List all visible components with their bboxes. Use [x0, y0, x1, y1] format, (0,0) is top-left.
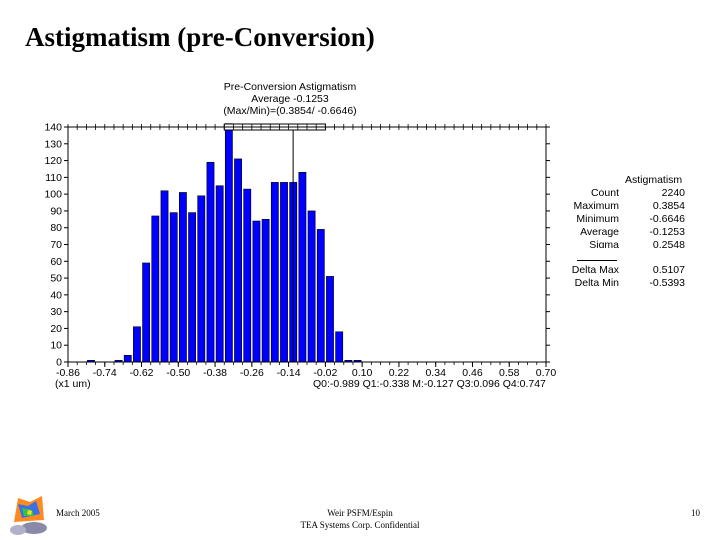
- histogram-bar: [169, 212, 178, 363]
- histogram-bar: [151, 215, 160, 363]
- histogram-bar: [261, 219, 270, 363]
- y-tick-label: 100: [44, 189, 62, 201]
- histogram-bar: [123, 354, 132, 363]
- x-tick-label: -0.62: [130, 367, 154, 379]
- page-number: 10: [691, 508, 700, 518]
- histogram-bar: [252, 220, 261, 363]
- y-tick-label: 40: [50, 289, 62, 301]
- histogram-bar: [234, 158, 242, 363]
- histogram-bar: [280, 182, 288, 363]
- footer-center-line2: TEA Systems Corp. Confidential: [300, 520, 420, 530]
- y-tick-label: 30: [50, 306, 62, 318]
- stat-row-count: Count 2240: [565, 187, 685, 199]
- histogram-bar: [335, 331, 344, 363]
- y-tick-label: 140: [44, 122, 62, 134]
- stat-value: -0.5393: [649, 277, 685, 289]
- histogram-bar: [243, 188, 252, 363]
- stat-value: 2240: [661, 187, 685, 199]
- y-tick-label: 130: [44, 138, 62, 150]
- histogram-bar: [326, 276, 334, 363]
- chart-axes: [67, 123, 547, 363]
- y-tick-label: 10: [50, 340, 62, 352]
- stat-row-delta-min: Delta Min -0.5393: [565, 277, 685, 289]
- histogram-bar: [215, 185, 224, 363]
- y-tick-label: 60: [50, 256, 62, 268]
- stat-value: -0.6646: [649, 213, 685, 225]
- histogram-bar: [224, 123, 233, 363]
- x-axis-label: (x1 um): [55, 378, 91, 390]
- stat-label: Sigma: [589, 239, 619, 248]
- chart-maxmin-label: (Max/Min)=(0.3854/ -0.6646): [223, 105, 357, 117]
- stat-label: Minimum: [576, 213, 619, 225]
- company-logo-icon: [10, 496, 47, 535]
- x-tick-label: 0.22: [389, 367, 410, 379]
- histogram-bar: [133, 326, 141, 363]
- footer-date: March 2005: [56, 508, 100, 518]
- stat-label: Delta Min: [574, 277, 619, 289]
- histogram-bar: [298, 172, 307, 363]
- stat-value: -0.1253: [649, 226, 685, 238]
- x-tick-label: 0.58: [499, 367, 520, 379]
- stats-divider: [577, 260, 617, 261]
- footer-center-line1: Weir PSFM/Espin: [327, 508, 393, 518]
- x-tick-label: -0.14: [277, 367, 301, 379]
- x-tick-label: -0.02: [313, 367, 337, 379]
- stat-row-maximum: Maximum 0.3854: [565, 200, 685, 212]
- slide-title: Astigmatism (pre-Conversion): [25, 22, 375, 52]
- histogram-bar: [188, 212, 196, 363]
- x-tick-label: 0.34: [425, 367, 446, 379]
- stat-value: 0.3854: [652, 200, 685, 212]
- x-tick-label: 0.10: [352, 367, 373, 379]
- x-tick-label: -0.86: [56, 367, 80, 379]
- stat-row-average: Average -0.1253: [565, 226, 685, 238]
- histogram-bar: [142, 262, 151, 363]
- y-tick-label: 80: [50, 222, 62, 234]
- quartiles-label: Q0:-0.989 Q1:-0.338 M:-0.127 Q3:0.096 Q4…: [313, 378, 546, 390]
- stat-label: Delta Max: [571, 264, 619, 276]
- histogram-bar: [270, 182, 279, 363]
- histogram-bar: [206, 161, 215, 363]
- stat-row-sigma: Sigma 0.2548: [565, 239, 685, 248]
- stat-label: Count: [590, 187, 619, 199]
- histogram-bars: [87, 123, 362, 363]
- stat-value: 0.5107: [652, 264, 685, 276]
- stat-row-delta-max: Delta Max 0.5107: [565, 264, 685, 276]
- x-tick-label: -0.74: [93, 367, 117, 379]
- histogram-bar: [307, 210, 316, 363]
- y-tick-label: 120: [44, 155, 62, 167]
- y-tick-label: 50: [50, 273, 62, 285]
- chart-header: Pre-Conversion Astigmatism Average -0.12…: [200, 81, 380, 117]
- x-tick-label: 0.46: [462, 367, 483, 379]
- histogram-bar: [316, 229, 325, 363]
- y-tick-label: 20: [50, 323, 62, 335]
- chart-average-label: Average -0.1253: [251, 93, 329, 105]
- histogram-bar: [160, 190, 169, 363]
- histogram-bar: [197, 195, 206, 363]
- stat-row-minimum: Minimum -0.6646: [565, 213, 685, 225]
- histogram-bar: [179, 192, 187, 363]
- y-tick-label: 0: [56, 357, 62, 369]
- stat-value: 0.2548: [652, 239, 685, 248]
- y-tick-label: 110: [45, 172, 62, 184]
- x-tick-label: -0.26: [240, 367, 264, 379]
- y-tick-label: 90: [50, 205, 62, 217]
- chart-title: Pre-Conversion Astigmatism: [223, 81, 357, 93]
- stat-label: Maximum: [573, 200, 619, 212]
- chart-ticks: 0 10 20 30 40 50 60 70 80 90 100 110 120 130 140 -0.86 -…: [44, 122, 556, 380]
- stats-title: Astigmatism: [625, 174, 683, 186]
- x-tick-label: 0.70: [536, 367, 557, 379]
- stat-label: Average: [580, 226, 619, 238]
- x-tick-label: -0.50: [166, 367, 190, 379]
- y-tick-label: 70: [50, 239, 62, 251]
- x-tick-label: -0.38: [203, 367, 227, 379]
